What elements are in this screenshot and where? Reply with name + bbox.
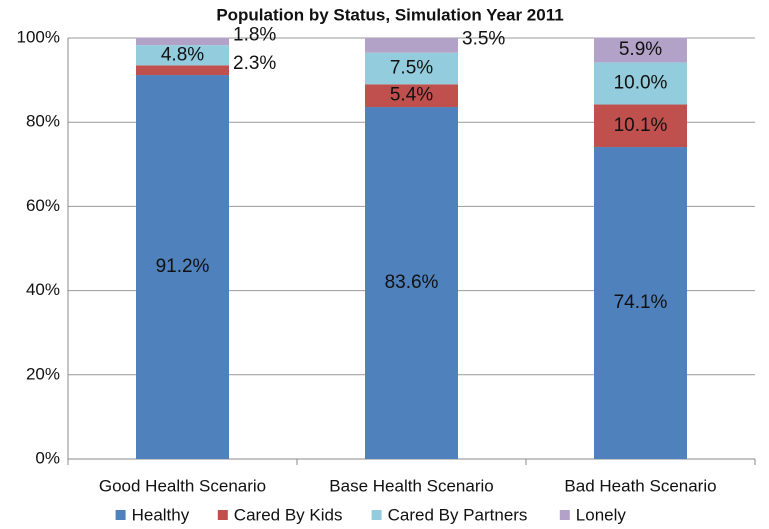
legend-label: Cared By Partners (388, 505, 528, 524)
bar-segment (136, 37, 229, 46)
chart-title: Population by Status, Simulation Year 20… (216, 5, 563, 24)
bar-segment (365, 84, 458, 108)
value-label: 7.5% (390, 58, 433, 79)
value-label: 10.1% (614, 115, 668, 136)
value-label: 5.4% (390, 85, 433, 106)
bar-segment (594, 62, 687, 105)
bar-segment (136, 75, 229, 459)
legend-swatch (371, 510, 382, 520)
value-label: 91.2% (156, 256, 210, 277)
legend-label: Lonely (576, 505, 627, 524)
legend-label: Cared By Kids (234, 505, 343, 524)
value-label: 10.0% (614, 72, 668, 93)
y-tick-label: 100% (17, 27, 60, 46)
y-tick-label: 40% (26, 280, 60, 299)
bar-segment (136, 65, 229, 76)
value-label: 3.5% (462, 28, 505, 49)
x-tick-label: Base Health Scenario (329, 476, 493, 495)
y-tick-label: 60% (26, 196, 60, 215)
value-label: 1.8% (233, 24, 276, 45)
value-label: 2.3% (233, 53, 276, 74)
bar-segment (365, 107, 458, 459)
x-tick-label: Bad Heath Scenario (564, 476, 716, 495)
x-tick-label: Good Health Scenario (99, 476, 266, 495)
bar-segment (594, 147, 687, 459)
legend-label: Healthy (132, 505, 190, 524)
value-label: 4.8% (161, 44, 204, 65)
value-label: 5.9% (619, 39, 662, 60)
bar-segment (594, 37, 687, 63)
bar-segment (136, 45, 229, 66)
y-tick-label: 20% (26, 364, 60, 383)
value-label: 83.6% (385, 272, 439, 293)
legend-swatch (559, 510, 570, 520)
bar-segment (594, 104, 687, 148)
y-tick-label: 80% (26, 112, 60, 131)
bar-segment (365, 52, 458, 85)
y-tick-label: 0% (35, 448, 60, 467)
legend-swatch (217, 510, 228, 520)
legend-swatch (115, 510, 126, 520)
value-label: 74.1% (614, 292, 668, 313)
bar-segment (365, 38, 458, 53)
